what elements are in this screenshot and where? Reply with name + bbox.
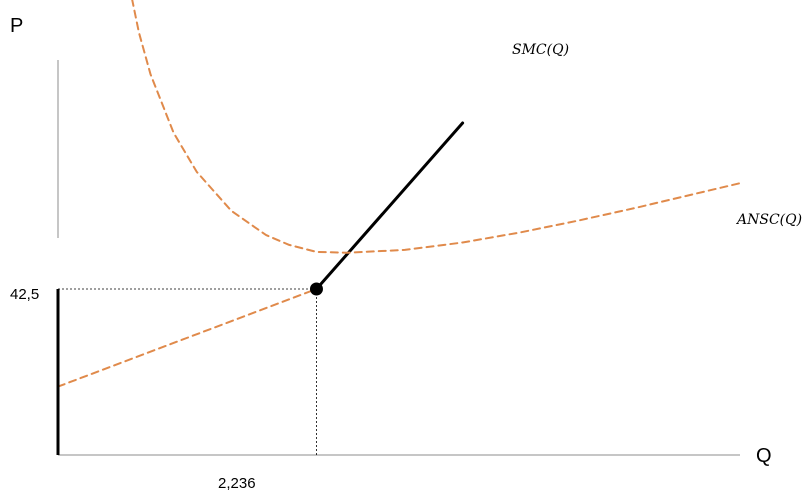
shutdown-point: [309, 282, 323, 296]
smc-curve: [315, 121, 465, 291]
axes: [57, 60, 740, 456]
y-tick-label: 42,5: [10, 286, 39, 303]
series-group: [57, 0, 741, 388]
ansc-curve: [131, 0, 741, 254]
avc-rising-dashed-line: [57, 288, 318, 388]
guide-lines: [58, 288, 317, 455]
ansc-curve-label: ANSC(Q): [735, 212, 802, 228]
smc-curve-label: SMC(Q): [512, 42, 569, 58]
marks-group: [56, 282, 323, 455]
x-tick-label: 2,236: [218, 475, 256, 492]
y-axis-label: P: [10, 15, 23, 37]
x-axis-label: Q: [756, 445, 772, 467]
